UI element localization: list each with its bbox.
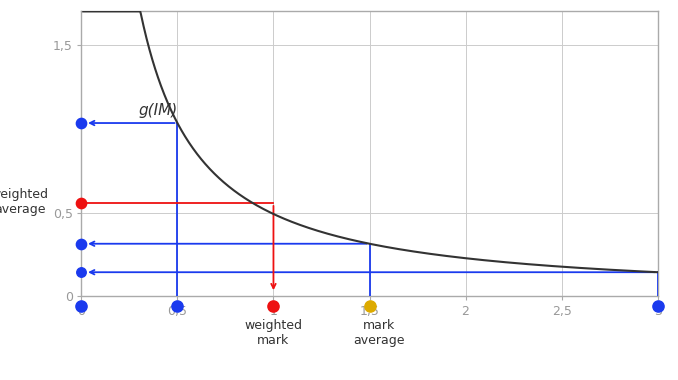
Point: [76, 302, 87, 309]
Point: [268, 302, 279, 309]
Point: [172, 302, 183, 309]
Point: [76, 120, 87, 126]
Point: [652, 302, 663, 309]
Point: [364, 302, 375, 309]
Point: [76, 269, 87, 275]
Point: [268, 303, 279, 309]
Text: weighted
mark: weighted mark: [245, 319, 302, 347]
Text: weighted
average: weighted average: [0, 188, 49, 216]
Point: [76, 200, 87, 206]
Text: mark
average: mark average: [353, 319, 405, 347]
Point: [76, 241, 87, 247]
Text: g(IM): g(IM): [139, 103, 178, 118]
